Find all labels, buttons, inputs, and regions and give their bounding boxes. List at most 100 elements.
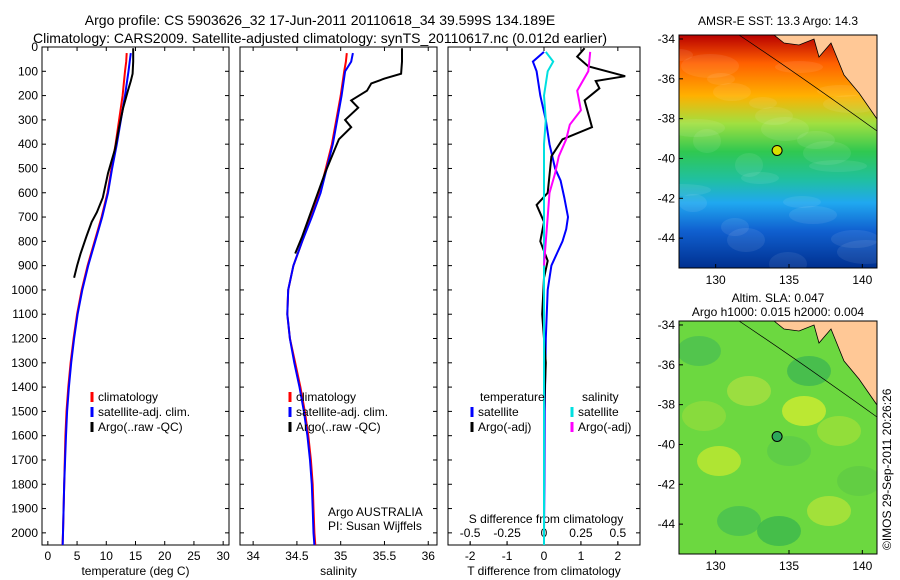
sst-texture bbox=[749, 97, 777, 109]
series-line bbox=[542, 51, 555, 545]
x-tick-label: 34.5 bbox=[285, 549, 309, 563]
sst-texture bbox=[727, 228, 765, 252]
x-tick-label: 10 bbox=[100, 549, 114, 563]
legend-entry: satellite bbox=[478, 405, 519, 419]
x-tick-label: 135 bbox=[779, 273, 799, 287]
y-tick-label: -36 bbox=[658, 72, 676, 86]
y-tick-label: 1200 bbox=[11, 332, 38, 346]
y-tick-label: 1600 bbox=[11, 429, 38, 443]
sla-blob bbox=[727, 376, 771, 406]
legend-entry: satellite-adj. clim. bbox=[296, 405, 388, 419]
sla-blob bbox=[697, 446, 741, 476]
sla-blob bbox=[787, 356, 831, 386]
series-line bbox=[73, 48, 135, 279]
y-tick-label: 800 bbox=[18, 234, 38, 248]
sla-blob bbox=[757, 516, 801, 546]
x-tick-label: 25 bbox=[187, 549, 201, 563]
header-line-1: Argo profile: CS 5903626_32 17-Jun-2011 … bbox=[84, 12, 556, 28]
annotation-text: Argo AUSTRALIA bbox=[328, 505, 423, 519]
x-tick-label: 135 bbox=[779, 559, 799, 573]
sst-texture bbox=[679, 194, 707, 212]
sst-texture bbox=[693, 129, 721, 153]
sla-map: 130 135 140 -44 -42 -40 -38 -36 -34 bbox=[658, 318, 878, 573]
y-tick-label: -38 bbox=[658, 112, 676, 126]
sst-texture bbox=[803, 141, 851, 165]
x-tick-label: -1 bbox=[502, 549, 513, 563]
series-line bbox=[543, 51, 592, 266]
sla-map-frame bbox=[678, 320, 878, 555]
y-tick-label: -34 bbox=[658, 318, 676, 332]
annotation-text: PI: Susan Wijffels bbox=[328, 519, 422, 533]
sst-texture bbox=[769, 252, 807, 268]
sla-blob bbox=[817, 416, 861, 446]
top-tick-label: 0.5 bbox=[610, 526, 627, 540]
x-tick-label: -2 bbox=[465, 549, 476, 563]
legend-header: salinity bbox=[582, 390, 619, 404]
y-tick-label: 600 bbox=[18, 186, 38, 200]
series-line bbox=[286, 52, 354, 546]
y-tick-label: 1800 bbox=[11, 477, 38, 491]
legend-entry: Argo(..raw -QC) bbox=[296, 420, 381, 434]
sst-map-title: AMSR-E SST: 13.3 Argo: 14.3 bbox=[697, 14, 859, 28]
sst-map-frame bbox=[678, 34, 878, 269]
sst-texture bbox=[837, 240, 877, 264]
top-tick-label: -0.5 bbox=[460, 526, 481, 540]
legend-entry: climatology bbox=[98, 390, 158, 404]
salinity-profile-frame bbox=[239, 46, 438, 546]
shelf-contour bbox=[738, 35, 877, 132]
x-axis-label: T difference from climatology bbox=[467, 564, 621, 578]
y-tick-label: 1400 bbox=[11, 380, 38, 394]
x-tick-label: 35 bbox=[334, 549, 348, 563]
legend-entry: Argo(..raw -QC) bbox=[98, 420, 183, 434]
sst-texture bbox=[735, 153, 763, 177]
legend-entry: satellite bbox=[578, 405, 619, 419]
y-tick-label: 2000 bbox=[11, 526, 38, 540]
top-tick-label: 0.25 bbox=[569, 526, 593, 540]
y-tick-label: 400 bbox=[18, 137, 38, 151]
sst-texture bbox=[707, 73, 735, 85]
y-tick-label: -42 bbox=[658, 191, 676, 205]
sla-blob bbox=[837, 466, 877, 496]
sla-blob bbox=[717, 506, 761, 536]
shelf-contour bbox=[738, 321, 877, 418]
sst-texture bbox=[783, 196, 821, 208]
y-tick-label: 100 bbox=[18, 64, 38, 78]
x-tick-label: 130 bbox=[706, 273, 726, 287]
temperature-profile: 0 5 10 15 20 25 30 temperature (deg C) 0 100 200 30… bbox=[11, 40, 230, 578]
sla-blob bbox=[679, 336, 721, 366]
sst-texture bbox=[809, 160, 867, 172]
x-tick-label: 5 bbox=[74, 549, 81, 563]
y-tick-label: -40 bbox=[658, 151, 676, 165]
x-tick-label: 20 bbox=[158, 549, 172, 563]
y-tick-label: 1700 bbox=[11, 453, 38, 467]
sst-texture bbox=[755, 107, 793, 125]
sst-texture bbox=[817, 85, 865, 97]
x-tick-label: 36 bbox=[422, 549, 436, 563]
x-tick-label: 130 bbox=[706, 559, 726, 573]
sst-texture bbox=[741, 172, 779, 184]
top-axis-label: S difference from climatology bbox=[469, 512, 624, 526]
land-mass bbox=[773, 35, 877, 120]
legend-entry: climatology bbox=[296, 390, 356, 404]
legend-entry: Argo(-adj) bbox=[478, 420, 531, 434]
land-mass bbox=[773, 321, 877, 406]
legend-header: temperature bbox=[480, 390, 545, 404]
salinity-profile: 34 34.5 35 35.5 36 salinity climatologysatelli… bbox=[239, 46, 438, 578]
y-tick-label: 1100 bbox=[12, 307, 38, 321]
x-axis-label: salinity bbox=[320, 564, 357, 578]
sst-texture bbox=[679, 119, 725, 137]
x-tick-label: 34 bbox=[246, 549, 260, 563]
y-tick-label: -44 bbox=[658, 517, 676, 531]
x-axis-label: temperature (deg C) bbox=[81, 564, 189, 578]
series-line bbox=[294, 48, 403, 254]
sla-blob bbox=[807, 496, 851, 526]
sst-texture bbox=[679, 184, 711, 196]
sla-blob bbox=[782, 396, 826, 426]
y-tick-label: 1300 bbox=[11, 356, 38, 370]
y-tick-label: -34 bbox=[658, 32, 676, 46]
sst-texture bbox=[713, 83, 751, 101]
x-tick-label: 2 bbox=[615, 549, 622, 563]
sst-texture bbox=[681, 54, 739, 78]
temperature-profile-frame bbox=[41, 46, 230, 546]
sst-texture bbox=[721, 218, 749, 236]
